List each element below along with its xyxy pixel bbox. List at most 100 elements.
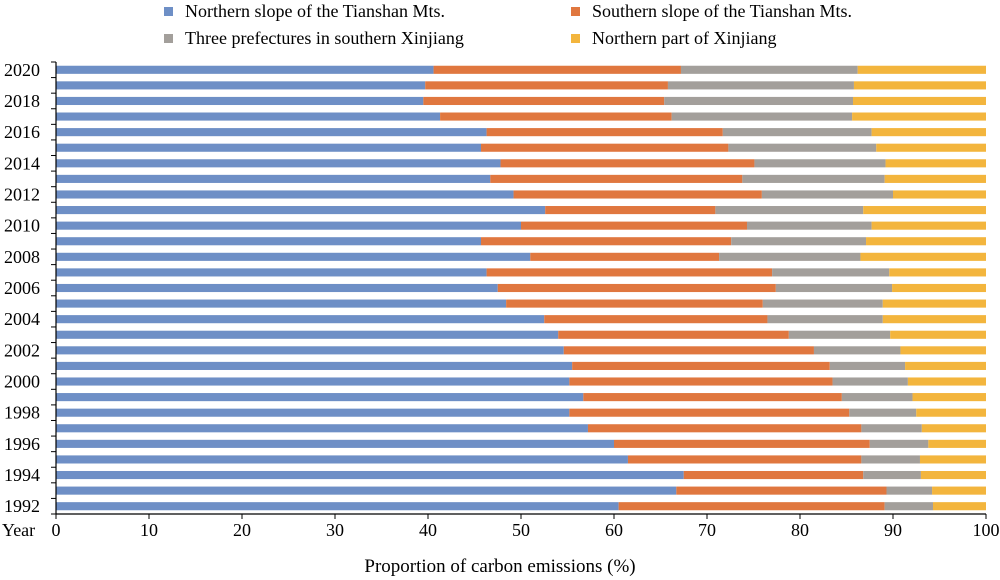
bar-segment	[56, 361, 573, 370]
x-tick-label: 10	[140, 520, 158, 540]
bar-segment	[832, 377, 908, 386]
legend-item-northern-part: Northern part of Xinjiang	[571, 28, 776, 49]
bar-segment	[56, 502, 619, 511]
bar-segment	[884, 502, 933, 511]
bar-segment	[56, 96, 424, 106]
legend-item-three-prefectures: Three prefectures in southern Xinjiang	[164, 28, 464, 49]
bar-segment	[667, 81, 854, 90]
y-tick-label: 2004	[4, 309, 40, 329]
bar-segment	[56, 315, 545, 324]
y-tick-label: 2008	[4, 247, 40, 267]
bar-segment	[56, 206, 546, 215]
bar-segment	[861, 424, 922, 433]
bar-segment	[544, 315, 768, 324]
bar-segment	[912, 393, 986, 402]
bar-segment	[423, 96, 665, 106]
bar-segment	[664, 96, 854, 106]
bar-segment	[762, 299, 883, 308]
bar-segment	[440, 112, 672, 121]
bar-segment	[852, 112, 986, 121]
bar-segment	[876, 143, 986, 152]
bar-segment	[715, 206, 864, 215]
bar-segment	[860, 252, 986, 261]
bar-segment	[719, 252, 861, 261]
bar-segment	[761, 190, 893, 199]
bar-segment	[671, 112, 853, 121]
y-tick-label: 2014	[4, 153, 40, 173]
bar-segment	[618, 502, 885, 511]
bar-segment	[920, 470, 986, 480]
bar-segment	[919, 455, 986, 464]
bar-segment	[861, 455, 920, 464]
bar-segment	[56, 439, 614, 448]
x-tick-label: 20	[233, 520, 251, 540]
bar-segment	[481, 143, 729, 152]
bar-segment	[587, 424, 862, 433]
bar-segment	[530, 252, 720, 261]
bar-segment	[889, 268, 986, 277]
legend-swatch	[571, 34, 580, 43]
bar-segment	[558, 330, 789, 339]
bar-segment	[56, 486, 677, 495]
legend: Northern slope of the Tianshan Mts. Sout…	[0, 0, 1000, 56]
bar-segment	[563, 346, 814, 355]
bar-segment	[772, 268, 890, 277]
bar-segment	[490, 174, 743, 183]
bar-segment	[56, 237, 482, 246]
bar-segment	[767, 315, 883, 324]
bar-segment	[569, 408, 850, 417]
bar-segment	[775, 283, 893, 293]
bar-segment	[857, 65, 986, 74]
bar-segment	[56, 330, 559, 339]
y-tick-label: 1992	[4, 496, 40, 516]
bar-segment	[746, 221, 872, 230]
bar-segment	[905, 361, 986, 370]
bar-segment	[56, 143, 482, 152]
y-tick-label: 2000	[4, 372, 40, 392]
bar-segment	[56, 346, 564, 355]
x-tick-label: 40	[419, 520, 437, 540]
bar-segment	[497, 283, 776, 293]
bar-segment	[863, 206, 986, 215]
x-tick-label: 70	[698, 520, 716, 540]
x-tick-label: 60	[605, 520, 623, 540]
x-tick-label: 80	[791, 520, 809, 540]
bar-segment	[882, 315, 986, 324]
bar-segment	[680, 65, 858, 74]
bar-segment	[853, 96, 986, 106]
bar-segment	[56, 268, 487, 277]
x-axis-title: Proportion of carbon emissions (%)	[364, 556, 636, 577]
bar-segment	[932, 486, 986, 495]
legend-label: Northern slope of the Tianshan Mts.	[185, 1, 445, 21]
bar-segment	[481, 237, 732, 246]
bar-segment	[56, 221, 521, 230]
y-tick-label: 2016	[4, 122, 40, 142]
bar-segment	[871, 221, 986, 230]
x-tick-label: 50	[512, 520, 530, 540]
bar-segment	[869, 439, 929, 448]
bar-segment	[886, 486, 933, 495]
bar-segment	[56, 470, 684, 480]
bar-segment	[433, 65, 681, 74]
legend-swatch	[164, 34, 173, 43]
bar-segment	[932, 502, 986, 511]
bar-segment	[866, 237, 986, 246]
bar-segment	[921, 424, 986, 433]
bar-segment	[583, 393, 842, 402]
bar-segment	[863, 470, 921, 480]
bar-segment	[893, 190, 986, 199]
x-tick-label: 90	[884, 520, 902, 540]
bar-segment	[56, 283, 498, 293]
y-tick-label: 2006	[4, 278, 40, 298]
bar-segment	[683, 470, 864, 480]
legend-label: Southern slope of the Tianshan Mts.	[592, 1, 853, 21]
bar-segment	[486, 268, 773, 277]
bar-segment	[425, 81, 668, 90]
bar-segment	[731, 237, 867, 246]
bar-segment	[728, 143, 877, 152]
x-tick-label: 100	[973, 520, 1000, 540]
bar-segment	[56, 252, 531, 261]
legend-item-southern-slope: Southern slope of the Tianshan Mts.	[571, 1, 852, 22]
bar-segment	[545, 206, 716, 215]
